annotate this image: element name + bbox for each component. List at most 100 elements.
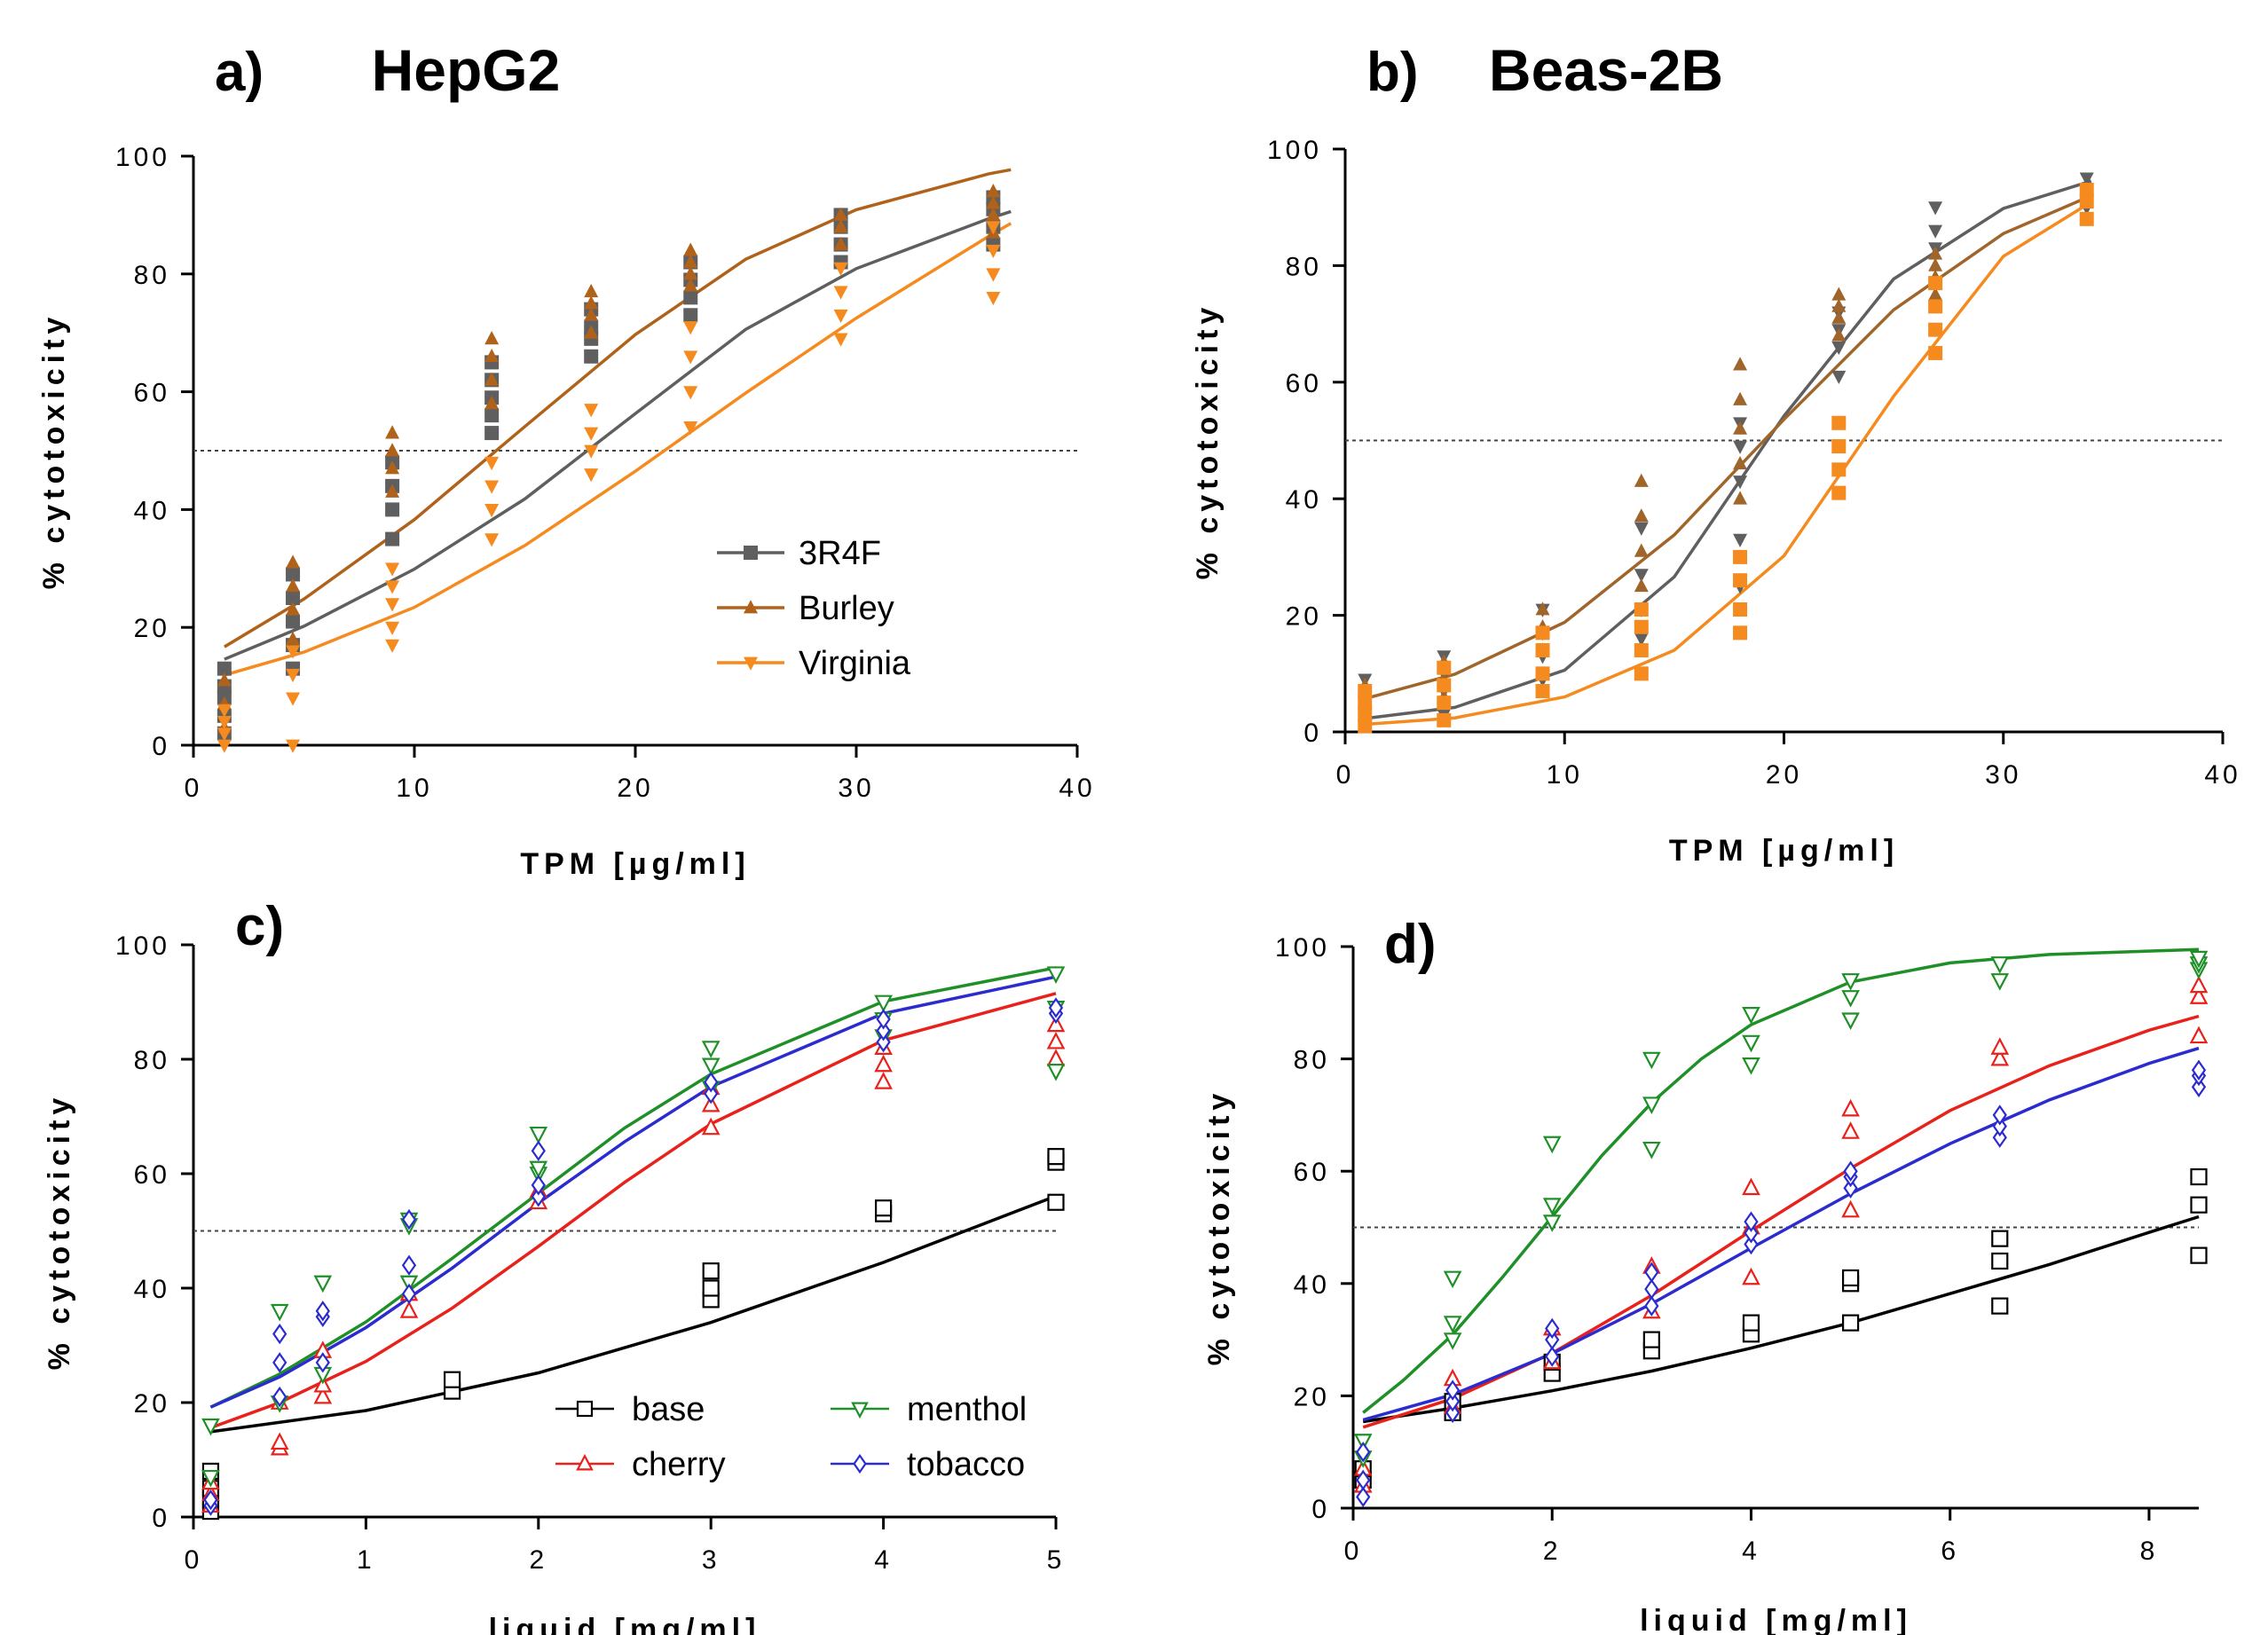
- data-point: [531, 1186, 546, 1207]
- data-point: [683, 421, 698, 436]
- data-point: [401, 1254, 417, 1276]
- x-tick-label: 4: [1742, 1537, 1760, 1566]
- data-point: [1742, 1267, 1760, 1285]
- data-point: [986, 184, 1001, 198]
- data-point: [385, 502, 400, 517]
- x-axis-title: TPM [µg/ml]: [1669, 834, 1899, 868]
- data-point: [484, 408, 500, 423]
- data-point: [986, 244, 1001, 259]
- data-point: [1642, 1097, 1661, 1114]
- legend-item-tobacco: tobacco: [831, 1446, 1025, 1483]
- data-point: [217, 672, 232, 687]
- data-point: [286, 567, 301, 582]
- fit-curve-menthol: [209, 966, 1057, 1409]
- data-point: [2191, 1076, 2207, 1097]
- series-3r4f: [1358, 172, 2094, 723]
- legend-item-base: base: [555, 1391, 705, 1428]
- data-point: [874, 1072, 893, 1089]
- data-point: [1046, 1063, 1066, 1081]
- data-point: [874, 1199, 893, 1217]
- data-point: [986, 207, 1001, 221]
- y-tick-label: 40: [134, 496, 170, 525]
- data-point: [1545, 1329, 1560, 1350]
- data-point: [833, 333, 848, 347]
- data-point: [484, 480, 500, 494]
- data-point: [484, 533, 500, 547]
- data-point: [531, 1140, 546, 1161]
- data-point: [1991, 1252, 2009, 1270]
- y-tick-label: 0: [152, 732, 170, 761]
- data-point: [201, 1418, 220, 1436]
- legend-item-menthol: menthol: [831, 1391, 1027, 1428]
- data-point: [1744, 1211, 1759, 1232]
- data-point: [2191, 1059, 2207, 1081]
- data-point: [385, 425, 400, 439]
- data-point: [1445, 1380, 1461, 1401]
- y-tick-label: 20: [134, 1389, 170, 1419]
- x-tick-label: 30: [1985, 760, 2021, 790]
- legend-marker: [576, 1400, 594, 1418]
- data-point: [203, 1489, 218, 1511]
- data-point: [874, 1054, 893, 1073]
- data-point: [1990, 1048, 2010, 1066]
- data-point: [1744, 1233, 1759, 1255]
- data-point: [2190, 1246, 2208, 1264]
- y-tick-label: 20: [1294, 1382, 1330, 1411]
- series-menthol: [1353, 950, 2209, 1468]
- data-point: [385, 598, 400, 612]
- data-point: [2189, 975, 2209, 994]
- data-point: [1992, 1127, 2007, 1148]
- data-point: [1634, 522, 1649, 536]
- data-point: [1742, 1007, 1760, 1025]
- data-point: [286, 601, 301, 616]
- data-point: [683, 254, 698, 268]
- data-point: [313, 1386, 333, 1404]
- y-tick-label: 60: [1286, 369, 1322, 398]
- legend-label: cherry: [632, 1446, 726, 1483]
- data-point: [1733, 602, 1748, 617]
- data-point: [286, 591, 301, 605]
- data-point: [286, 578, 301, 593]
- fit-curve-3r4f: [1365, 179, 2092, 720]
- fit-curve-base: [1362, 1214, 2200, 1424]
- data-point: [1928, 246, 1943, 260]
- data-point: [272, 1386, 287, 1408]
- data-point: [1046, 966, 1066, 984]
- data-point: [1445, 1391, 1461, 1412]
- data-point: [874, 994, 893, 1013]
- data-point: [385, 483, 400, 498]
- fit-curve-tobacco: [209, 975, 1057, 1409]
- data-point: [1047, 1148, 1065, 1166]
- data-point: [701, 1057, 721, 1076]
- x-axis-title: liquid [mg/ml]: [1640, 1604, 1912, 1635]
- data-point: [1437, 696, 1452, 711]
- data-point: [1831, 485, 1847, 500]
- y-tick-label: 100: [115, 143, 170, 172]
- legend-label: 3R4F: [799, 535, 881, 572]
- data-point: [1733, 533, 1748, 547]
- data-point: [1046, 1049, 1066, 1066]
- data-point: [1046, 1031, 1066, 1049]
- data-point: [584, 349, 599, 364]
- data-point: [683, 321, 698, 335]
- legend-marker: [744, 546, 758, 560]
- data-point: [272, 1323, 287, 1345]
- y-axis-title: % cytotoxicity: [43, 1093, 76, 1371]
- data-point: [270, 1303, 289, 1322]
- data-point: [1634, 569, 1649, 583]
- data-point: [833, 309, 848, 324]
- data-point: [1358, 719, 1373, 734]
- data-point: [683, 350, 698, 365]
- data-point: [683, 278, 698, 292]
- data-point: [704, 1072, 719, 1093]
- data-point: [385, 621, 400, 635]
- data-point: [1358, 684, 1373, 699]
- x-axis-title: TPM [µg/ml]: [520, 847, 750, 881]
- y-tick-label: 100: [115, 931, 170, 961]
- data-point: [683, 308, 698, 323]
- fit-curve-tobacco: [1362, 1046, 2200, 1422]
- data-point: [401, 1208, 417, 1230]
- data-point: [2079, 194, 2094, 209]
- data-point: [531, 1175, 546, 1196]
